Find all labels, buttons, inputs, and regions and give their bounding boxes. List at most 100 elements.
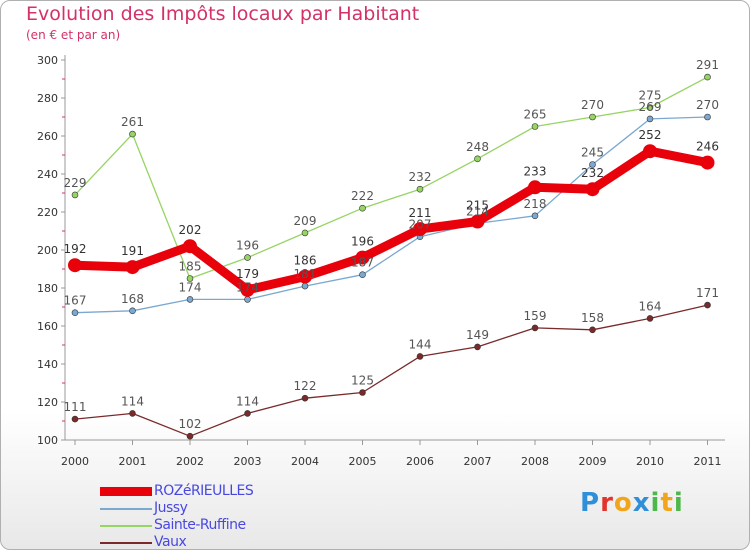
x-tick-label: 2008: [521, 455, 549, 468]
logo-letter: o: [613, 488, 633, 518]
data-point: [355, 250, 370, 265]
data-label: 245: [581, 146, 604, 160]
series-jussy: [71, 113, 711, 317]
data-point: [704, 301, 711, 309]
data-point: [301, 229, 309, 237]
data-point: [704, 113, 711, 121]
data-point: [71, 309, 79, 317]
x-tick-label: 2005: [349, 455, 377, 468]
legend-label: ROZéRIEULLES: [154, 483, 254, 499]
series-roz-rieulles: [68, 144, 715, 297]
data-point: [359, 204, 366, 212]
data-label: 122: [294, 379, 317, 393]
data-point: [129, 410, 136, 417]
data-point: [589, 326, 596, 334]
y-tick-label: 300: [37, 54, 58, 67]
data-label: 144: [409, 337, 432, 351]
data-label: 187: [351, 256, 374, 270]
data-label: 222: [351, 189, 374, 203]
data-point: [589, 113, 596, 121]
data-point: [244, 410, 251, 417]
legend-swatch: [100, 487, 152, 496]
data-label: 171: [696, 286, 719, 300]
legend-swatch: [100, 542, 152, 544]
data-label: 179: [236, 267, 259, 281]
x-tick-label: 2004: [291, 455, 319, 468]
data-point: [298, 269, 312, 284]
x-tick-label: 2000: [61, 455, 89, 468]
legend-label: Jussy: [154, 500, 188, 516]
data-point: [359, 271, 366, 279]
data-label: 218: [524, 197, 547, 211]
data-point: [71, 191, 79, 199]
data-label: 209: [294, 214, 317, 228]
data-point: [413, 222, 427, 237]
data-label: 270: [581, 98, 604, 112]
data-point: [470, 214, 485, 229]
data-label: 291: [696, 58, 719, 72]
chart-title: Evolution des Impôts locaux par Habitant: [26, 3, 420, 25]
data-label: 215: [466, 199, 489, 213]
y-tick-label: 120: [37, 396, 58, 409]
data-label: 192: [64, 242, 87, 256]
data-label: 211: [409, 206, 432, 220]
y-tick-label: 100: [37, 434, 58, 447]
data-label: 168: [121, 292, 144, 306]
data-point: [129, 307, 136, 315]
logo-letter: r: [600, 488, 614, 518]
data-point: [643, 144, 657, 159]
x-tick-label: 2011: [694, 455, 722, 468]
data-point: [183, 239, 197, 254]
logo-letter: i: [673, 488, 684, 518]
data-point: [416, 353, 424, 360]
data-point: [301, 394, 309, 402]
data-label: 102: [179, 417, 202, 431]
data-label: 174: [236, 280, 259, 294]
legend-swatch: [100, 508, 152, 510]
data-point: [186, 296, 194, 303]
data-point: [125, 260, 140, 275]
series-line: [74, 304, 709, 437]
legend-swatch: [100, 525, 152, 527]
data-label: 269: [639, 100, 662, 114]
series-line: [70, 146, 712, 295]
y-tick-label: 260: [37, 130, 58, 143]
data-label: 159: [524, 309, 547, 323]
data-point: [301, 282, 309, 290]
data-point: [646, 315, 654, 322]
x-tick-label: 2002: [176, 455, 204, 468]
data-label: 207: [409, 218, 432, 232]
data-point: [646, 104, 654, 111]
x-tick-label: 2001: [119, 455, 147, 468]
logo-letter: i: [650, 488, 661, 518]
data-label: 233: [524, 164, 547, 178]
x-tick-label: 2003: [234, 455, 262, 468]
series-vaux: [71, 301, 711, 440]
data-label: 191: [121, 244, 144, 258]
legend-label: Vaux: [154, 534, 187, 550]
data-point: [474, 343, 481, 351]
legend-label: Sainte-Ruffine: [154, 517, 246, 533]
data-label: 248: [466, 140, 489, 154]
data-point: [359, 389, 366, 396]
x-tick-label: 2007: [464, 455, 492, 468]
data-label: 181: [294, 267, 317, 281]
data-point: [186, 432, 194, 440]
data-point: [71, 415, 79, 423]
data-point: [528, 180, 542, 195]
data-label: 114: [236, 394, 259, 408]
data-point: [585, 182, 600, 197]
logo-letter: x: [632, 488, 651, 518]
x-tick-label: 2009: [579, 455, 607, 468]
data-label: 265: [524, 108, 547, 122]
series-line: [74, 116, 709, 314]
data-label: 196: [351, 235, 374, 249]
data-point: [700, 155, 715, 170]
data-label: 196: [236, 239, 259, 253]
data-point: [416, 185, 424, 193]
data-point: [240, 282, 255, 297]
data-label: 246: [696, 140, 719, 154]
y-tick-label: 240: [37, 168, 58, 181]
